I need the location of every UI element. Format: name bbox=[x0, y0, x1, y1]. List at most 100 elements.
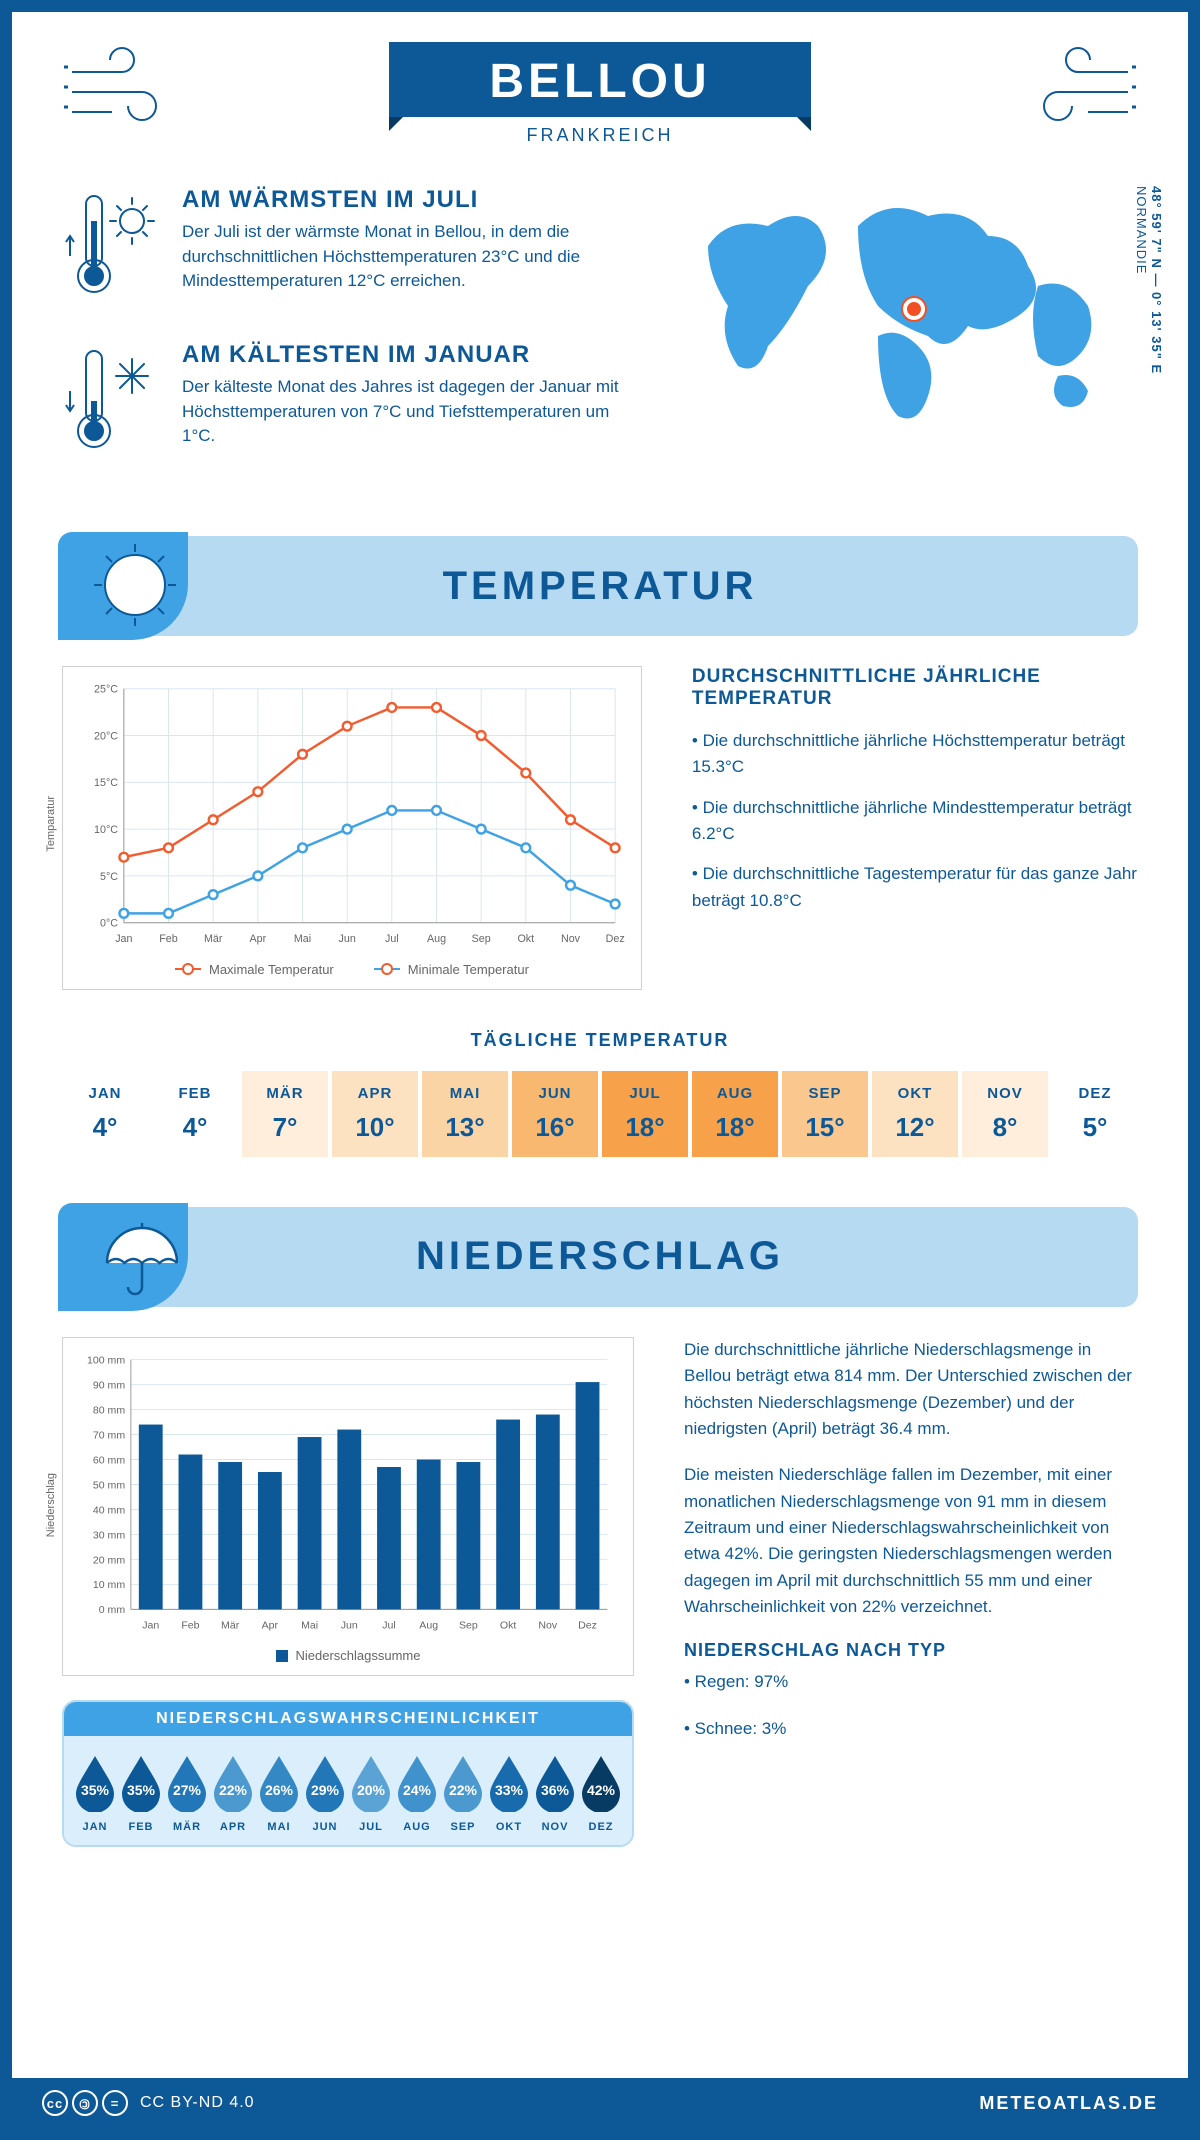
svg-text:Mär: Mär bbox=[204, 933, 223, 945]
svg-text:Sep: Sep bbox=[472, 933, 491, 945]
svg-text:90 mm: 90 mm bbox=[93, 1379, 125, 1391]
precip-bytype-heading: NIEDERSCHLAG NACH TYP bbox=[684, 1640, 1138, 1661]
precipitation-bar-chart: 0 mm10 mm20 mm30 mm40 mm50 mm60 mm70 mm8… bbox=[79, 1350, 617, 1638]
svg-text:80 mm: 80 mm bbox=[93, 1404, 125, 1416]
svg-text:Jan: Jan bbox=[142, 1620, 159, 1632]
svg-text:15°C: 15°C bbox=[94, 777, 118, 789]
page-title: BELLOU bbox=[389, 42, 810, 117]
precip-y-label: Niederschlag bbox=[45, 1473, 57, 1537]
coordinates: 48° 59' 7" N — 0° 13' 35" E NORMANDIE bbox=[1134, 186, 1164, 374]
temp-aside-b2: • Die durchschnittliche jährliche Mindes… bbox=[692, 795, 1138, 848]
svg-text:30 mm: 30 mm bbox=[93, 1529, 125, 1541]
precipitation-left: Niederschlag 0 mm10 mm20 mm30 mm40 mm50 … bbox=[62, 1337, 634, 1847]
probability-box: NIEDERSCHLAGSWAHRSCHEINLICHKEIT 35%JAN35… bbox=[62, 1700, 634, 1847]
probability-drop: 22%APR bbox=[210, 1752, 256, 1833]
precipitation-row: Niederschlag 0 mm10 mm20 mm30 mm40 mm50 … bbox=[12, 1337, 1188, 1867]
svg-text:Jun: Jun bbox=[339, 933, 356, 945]
svg-text:Feb: Feb bbox=[181, 1620, 199, 1632]
footer: cc🄯= CC BY-ND 4.0 METEOATLAS.DE bbox=[12, 2078, 1188, 2128]
site-name: METEOATLAS.DE bbox=[979, 2093, 1158, 2114]
coldest-block: AM KÄLTESTEN IM JANUAR Der kälteste Mona… bbox=[62, 341, 638, 466]
svg-text:Aug: Aug bbox=[419, 1620, 438, 1632]
daily-temp-cell: OKT12° bbox=[872, 1071, 962, 1157]
temperature-banner: TEMPERATUR bbox=[62, 536, 1138, 636]
thermometer-cold-icon bbox=[62, 341, 162, 466]
svg-text:20°C: 20°C bbox=[94, 730, 118, 742]
intro-row: AM WÄRMSTEN IM JULI Der Juli ist der wär… bbox=[12, 166, 1188, 526]
probability-drop: 26%MAI bbox=[256, 1752, 302, 1833]
daily-temp-cell: AUG18° bbox=[692, 1071, 782, 1157]
svg-text:Sep: Sep bbox=[459, 1620, 478, 1632]
svg-text:20 mm: 20 mm bbox=[93, 1554, 125, 1566]
intro-left: AM WÄRMSTEN IM JULI Der Juli ist der wär… bbox=[62, 186, 638, 496]
svg-text:Nov: Nov bbox=[561, 933, 581, 945]
probability-drop: 24%AUG bbox=[394, 1752, 440, 1833]
probability-drop: 20%JUL bbox=[348, 1752, 394, 1833]
svg-text:100 mm: 100 mm bbox=[87, 1354, 125, 1366]
temperature-row: Temparatur 0°C5°C10°C15°C20°C25°CJanFebM… bbox=[12, 666, 1188, 1020]
svg-text:Okt: Okt bbox=[500, 1620, 516, 1632]
svg-text:Apr: Apr bbox=[262, 1620, 279, 1632]
umbrella-icon bbox=[92, 1213, 178, 1299]
precip-text1: Die durchschnittliche jährliche Niedersc… bbox=[684, 1337, 1138, 1442]
svg-text:Jul: Jul bbox=[382, 1620, 395, 1632]
cc-icon: cc🄯= bbox=[42, 2090, 128, 2116]
daily-temp-table: JAN4°FEB4°MÄR7°APR10°MAI13°JUN16°JUL18°A… bbox=[62, 1071, 1138, 1157]
svg-text:Mai: Mai bbox=[294, 933, 311, 945]
wind-icon-left bbox=[62, 42, 182, 137]
warmest-text: Der Juli ist der wärmste Monat in Bellou… bbox=[182, 220, 638, 294]
legend-max: Maximale Temperatur bbox=[209, 962, 334, 977]
probability-drop: 29%JUN bbox=[302, 1752, 348, 1833]
svg-text:40 mm: 40 mm bbox=[93, 1504, 125, 1516]
page: BELLOU FRANKREICH AM WÄRMSTEN IM JULI De… bbox=[0, 0, 1200, 2140]
wind-icon-right bbox=[1018, 42, 1138, 137]
svg-text:60 mm: 60 mm bbox=[93, 1454, 125, 1466]
probability-drop: 42%DEZ bbox=[578, 1752, 624, 1833]
precipitation-legend: Niederschlagssumme bbox=[79, 1638, 617, 1667]
probability-drop: 35%FEB bbox=[118, 1752, 164, 1833]
world-map-wrap: 48° 59' 7" N — 0° 13' 35" E NORMANDIE bbox=[678, 186, 1138, 496]
daily-temp-cell: NOV8° bbox=[962, 1071, 1052, 1157]
temperature-title: TEMPERATUR bbox=[62, 564, 1138, 609]
svg-text:0 mm: 0 mm bbox=[99, 1604, 126, 1616]
daily-temp-cell: MÄR7° bbox=[242, 1071, 332, 1157]
page-subtitle: FRANKREICH bbox=[182, 125, 1018, 146]
probability-drop: 35%JAN bbox=[72, 1752, 118, 1833]
svg-text:25°C: 25°C bbox=[94, 684, 118, 696]
svg-text:5°C: 5°C bbox=[100, 871, 118, 883]
svg-text:50 mm: 50 mm bbox=[93, 1479, 125, 1491]
svg-text:Jul: Jul bbox=[385, 933, 399, 945]
svg-text:10°C: 10°C bbox=[94, 824, 118, 836]
svg-text:Mär: Mär bbox=[221, 1620, 240, 1632]
precipitation-title: NIEDERSCHLAG bbox=[62, 1234, 1138, 1279]
precipitation-banner: NIEDERSCHLAG bbox=[62, 1207, 1138, 1307]
warmest-heading: AM WÄRMSTEN IM JULI bbox=[182, 186, 638, 214]
svg-text:Dez: Dez bbox=[578, 1620, 597, 1632]
license-text: CC BY-ND 4.0 bbox=[140, 2094, 255, 2112]
temp-aside-heading: DURCHSCHNITTLICHE JÄHRLICHE TEMPERATUR bbox=[692, 666, 1138, 710]
coldest-heading: AM KÄLTESTEN IM JANUAR bbox=[182, 341, 638, 369]
probability-drop: 27%MÄR bbox=[164, 1752, 210, 1833]
legend-precip: Niederschlagssumme bbox=[296, 1648, 421, 1663]
probability-drop: 36%NOV bbox=[532, 1752, 578, 1833]
temp-y-label: Temparatur bbox=[45, 796, 57, 852]
precip-bytype-1: • Regen: 97% bbox=[684, 1669, 1138, 1695]
map-marker-icon bbox=[903, 298, 925, 320]
warmest-block: AM WÄRMSTEN IM JULI Der Juli ist der wär… bbox=[62, 186, 638, 311]
header: BELLOU FRANKREICH bbox=[12, 12, 1188, 166]
svg-text:Feb: Feb bbox=[159, 933, 178, 945]
title-wrap: BELLOU FRANKREICH bbox=[182, 42, 1018, 146]
license: cc🄯= CC BY-ND 4.0 bbox=[42, 2090, 255, 2116]
daily-temp-cell: APR10° bbox=[332, 1071, 422, 1157]
precip-bytype-2: • Schnee: 3% bbox=[684, 1716, 1138, 1742]
svg-text:Okt: Okt bbox=[517, 933, 534, 945]
daily-temp-cell: JUL18° bbox=[602, 1071, 692, 1157]
temperature-line-chart: 0°C5°C10°C15°C20°C25°CJanFebMärAprMaiJun… bbox=[79, 679, 625, 952]
probability-drop: 33%OKT bbox=[486, 1752, 532, 1833]
precipitation-right: Die durchschnittliche jährliche Niedersc… bbox=[684, 1337, 1138, 1847]
daily-temp-cell: SEP15° bbox=[782, 1071, 872, 1157]
temp-aside-b3: • Die durchschnittliche Tagestemperatur … bbox=[692, 861, 1138, 914]
probability-drop: 22%SEP bbox=[440, 1752, 486, 1833]
svg-text:Jan: Jan bbox=[115, 933, 132, 945]
temperature-aside: DURCHSCHNITTLICHE JÄHRLICHE TEMPERATUR •… bbox=[692, 666, 1138, 990]
